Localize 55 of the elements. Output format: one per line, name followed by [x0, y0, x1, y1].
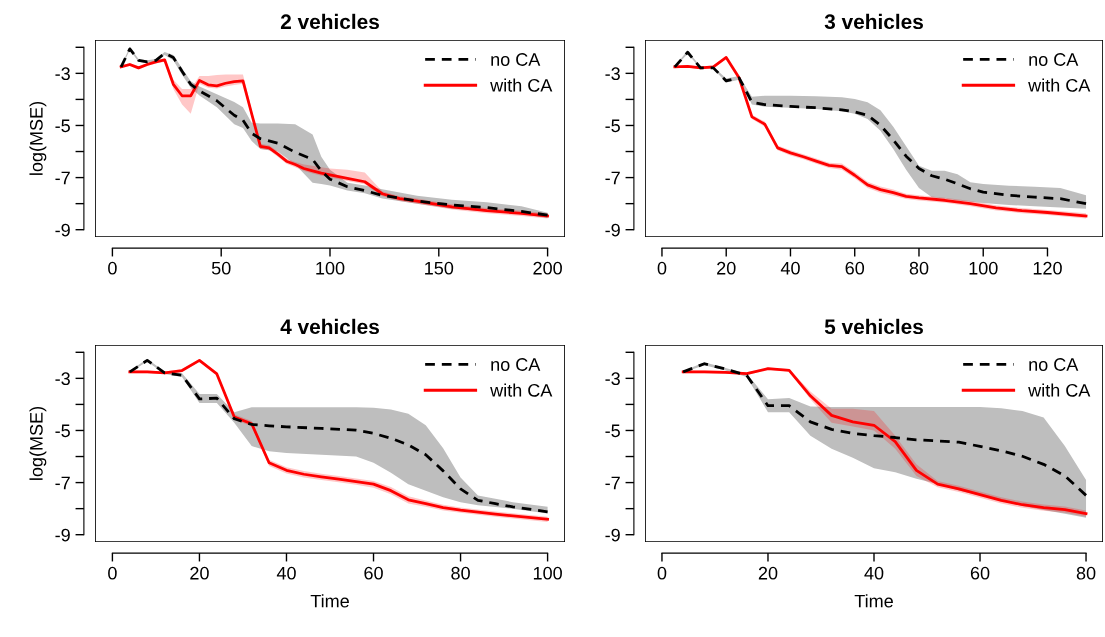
y-tick-label: -7: [55, 476, 70, 490]
x-tick-label: 80: [451, 566, 470, 580]
chart-title: 5 vehicles: [824, 318, 923, 335]
legend-label: with CA: [1028, 383, 1091, 397]
chart-title: 3 vehicles: [824, 13, 923, 30]
y-tick-label: -5: [605, 119, 620, 133]
legend-label: with CA: [490, 383, 553, 397]
legend-label: no CA: [491, 358, 541, 371]
x-tick-label: 20: [717, 261, 736, 275]
y-tick-label: -7: [605, 171, 620, 185]
legend-label: no CA: [1029, 358, 1079, 371]
x-tick-label: 80: [1076, 566, 1096, 580]
y-tick-label: -7: [605, 476, 620, 490]
y-tick-label: -3: [55, 67, 70, 81]
x-axis-title: Time: [854, 594, 893, 608]
legend-label: with CA: [490, 78, 553, 92]
x-tick-label: 120: [1033, 261, 1062, 275]
chart-title: 4 vehicles: [280, 318, 379, 335]
legend-label: no CA: [1029, 53, 1079, 66]
x-tick-label: 0: [657, 566, 667, 580]
x-tick-label: 50: [211, 261, 231, 275]
x-tick-label: 0: [108, 566, 117, 580]
y-tick-label: -3: [605, 372, 620, 386]
x-tick-label: 40: [864, 566, 884, 580]
x-tick-label: 20: [758, 566, 778, 580]
legend-label: with CA: [1028, 78, 1091, 92]
x-tick-label: 100: [969, 261, 998, 275]
x-tick-label: 100: [316, 261, 345, 275]
y-tick-label: -9: [55, 528, 70, 542]
x-tick-label: 100: [533, 566, 562, 580]
chart-title: 2 vehicles: [280, 13, 379, 30]
x-tick-label: 0: [108, 261, 117, 275]
x-tick-label: 60: [845, 261, 865, 275]
y-tick-label: -3: [55, 372, 70, 386]
legend-label: no CA: [491, 53, 541, 66]
x-tick-label: 60: [970, 566, 990, 580]
y-axis-title: log(MSE): [29, 407, 47, 480]
y-tick-label: -5: [55, 119, 70, 133]
x-axis-title: Time: [310, 594, 349, 608]
x-tick-label: 40: [780, 261, 800, 275]
y-tick-label: -9: [605, 223, 620, 237]
x-tick-label: 60: [364, 566, 383, 580]
y-tick-label: -9: [55, 223, 70, 237]
y-tick-label: -5: [55, 424, 70, 438]
y-axis-title: log(MSE): [29, 102, 47, 175]
y-tick-label: -7: [55, 171, 70, 185]
y-tick-label: -3: [605, 67, 620, 81]
x-tick-label: 40: [276, 566, 296, 580]
x-tick-label: 80: [909, 261, 929, 275]
y-tick-label: -9: [605, 528, 620, 542]
y-tick-label: -5: [605, 424, 620, 438]
x-tick-label: 0: [657, 261, 667, 275]
x-tick-label: 20: [190, 566, 209, 580]
x-tick-label: 200: [533, 261, 562, 275]
x-tick-label: 150: [425, 261, 454, 275]
